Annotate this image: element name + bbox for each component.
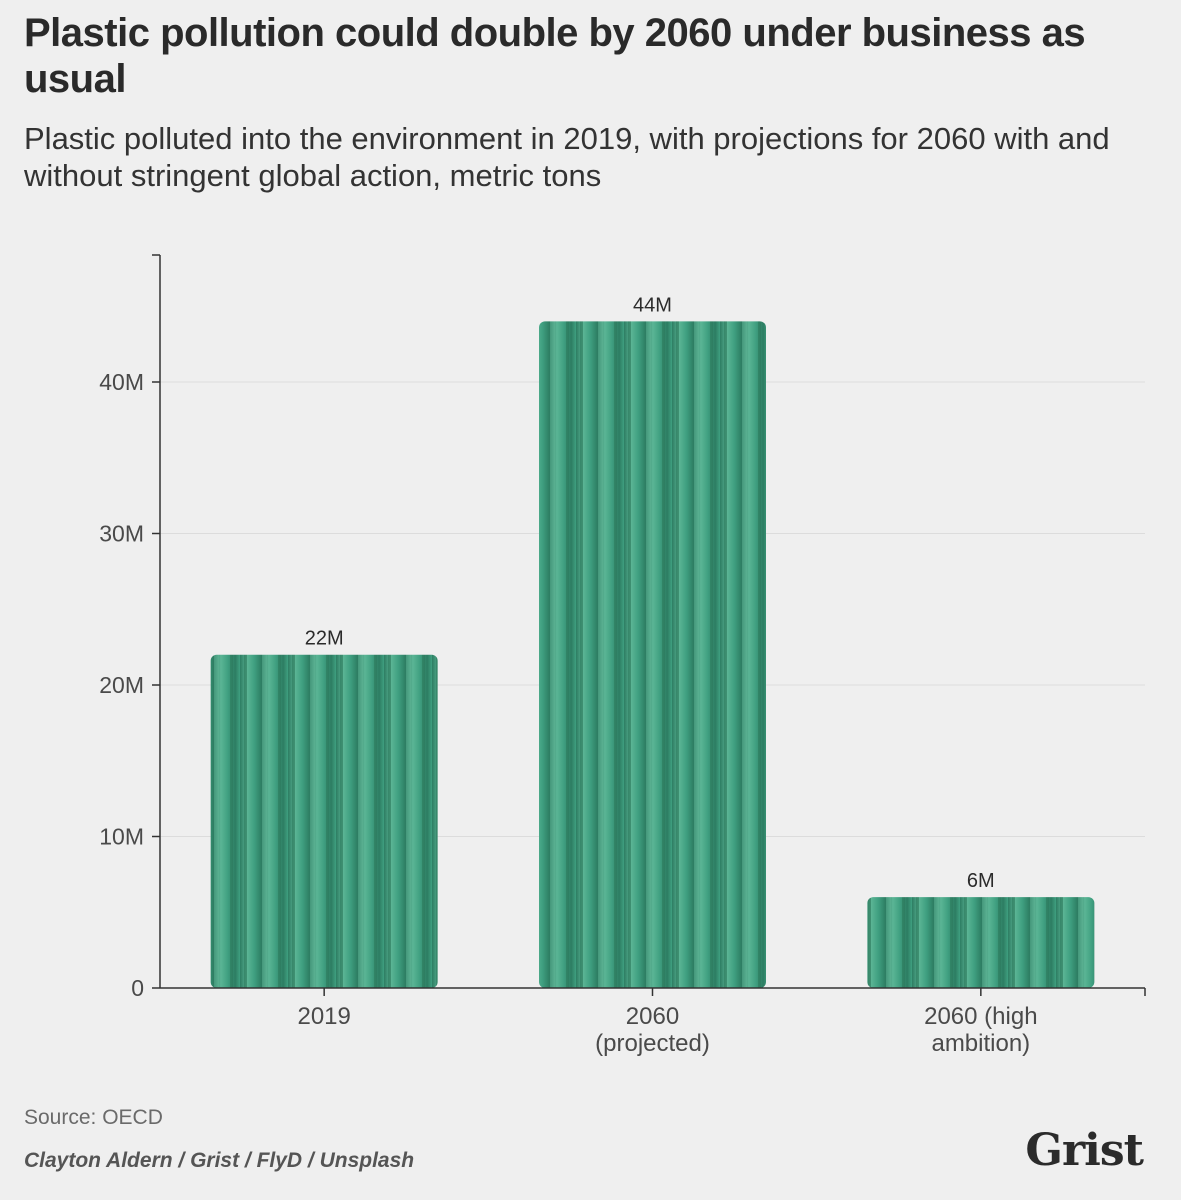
x-tick-label: ambition) xyxy=(931,1030,1030,1057)
chart-title: Plastic pollution could double by 2060 u… xyxy=(24,11,1086,101)
bar xyxy=(539,321,766,988)
bar xyxy=(210,654,438,988)
x-tick-label: (projected) xyxy=(595,1030,710,1057)
data-label: 44M xyxy=(633,294,672,316)
y-tick-label: 10M xyxy=(99,824,144,850)
y-tick-label: 30M xyxy=(99,521,144,547)
bar xyxy=(867,897,1095,988)
data-label: 22M xyxy=(305,628,344,650)
grist-logo: Grist xyxy=(1025,1125,1144,1176)
chart-subtitle: Plastic polluted into the environment in… xyxy=(24,121,1110,193)
x-tick-label: 2019 xyxy=(297,1003,350,1030)
data-label: 6M xyxy=(967,870,995,892)
x-tick-label: 2060 xyxy=(626,1003,679,1030)
x-tick-label: 2060 (high xyxy=(924,1003,1037,1030)
image-credit: Clayton Aldern / Grist / FlyD / Unsplash xyxy=(24,1149,415,1172)
y-tick-label: 40M xyxy=(99,369,144,395)
y-tick-label: 20M xyxy=(99,672,144,698)
source-note: Source: OECD xyxy=(24,1106,163,1129)
y-tick-label: 0 xyxy=(131,975,144,1001)
